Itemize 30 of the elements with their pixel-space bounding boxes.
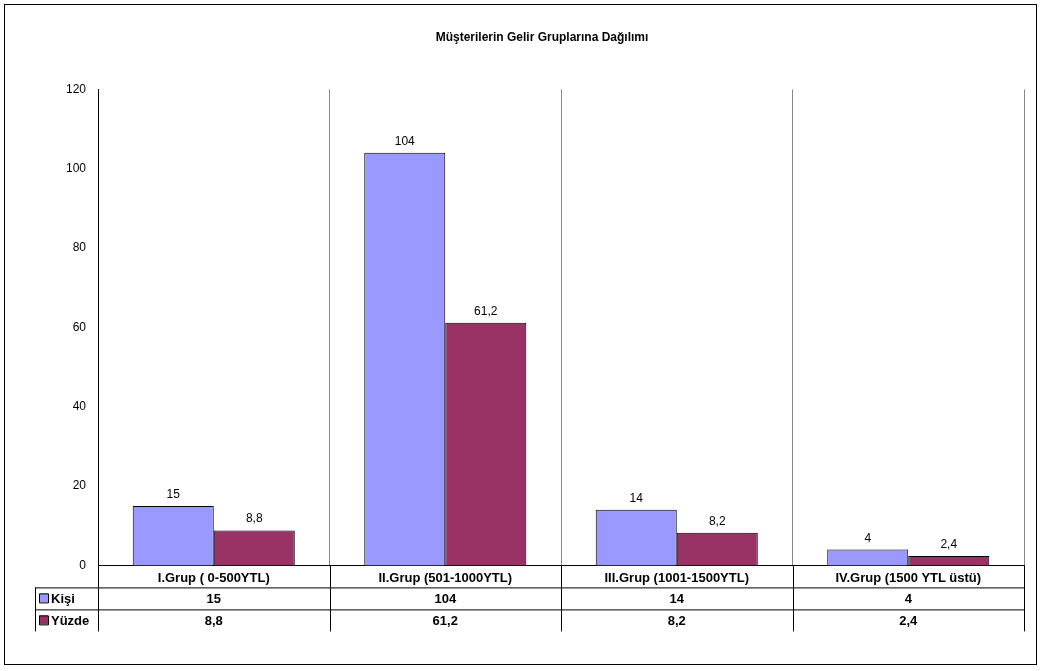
text: 15 [166,486,180,501]
y-tick-label: 0 [79,557,87,572]
legend-label: Kişi [51,590,75,606]
y-tick-label: 120 [65,81,87,96]
y-tick-label: 60 [72,319,87,334]
y-tick-label: 40 [72,399,87,414]
text: 8,8 [245,511,263,526]
data-label: 2,4 [899,612,919,628]
data-label: 104 [434,590,457,606]
text: 104 [394,133,415,148]
data-label: 8,2 [667,612,686,628]
y-tick-label: 100 [65,161,87,176]
data-label: 15 [206,590,221,606]
y-tick-label: 20 [72,478,87,493]
text: 4 [864,530,872,545]
chart-title: Müşterilerin Gelir Gruplarına Dağılımı [435,29,649,44]
y-tick-label: 80 [72,240,87,255]
x-tick-label: III.Grup (1001-1500YTL) [604,569,750,585]
legend-label: Yüzde [51,612,90,628]
x-tick-label: II.Grup (501-1000YTL) [378,569,513,585]
x-tick-label: IV.Grup (1500 YTL üstü) [835,569,982,585]
data-label: 61,2 [432,612,458,628]
text: 2,4 [940,536,958,551]
text: 14 [629,490,643,505]
data-label: 4 [904,590,913,606]
data-label: 8,8 [204,612,223,628]
x-tick-label: I.Grup ( 0-500YTL) [157,569,270,585]
text: 61,2 [474,303,498,318]
text: 8,2 [708,513,726,528]
data-label: 14 [669,590,685,606]
